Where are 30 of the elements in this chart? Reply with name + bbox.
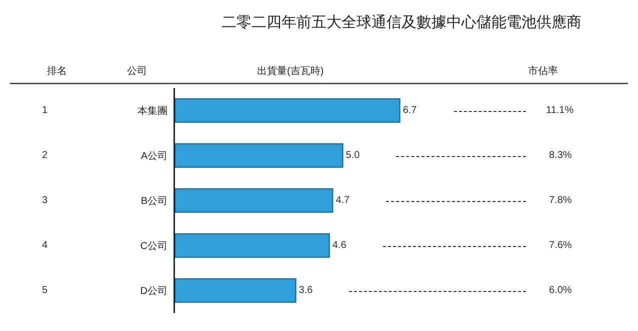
bar — [175, 98, 400, 123]
text: 3 — [42, 195, 48, 206]
y-tick-label: B公司 — [140, 195, 168, 207]
text: 1 — [42, 105, 48, 116]
annotation: 6.0% — [549, 285, 572, 296]
chart-title: 二零二四年前五大全球通信及數據中心儲能電池供應商 — [222, 14, 582, 32]
x-axis-title: 出貨量(吉瓦時) — [257, 65, 324, 77]
data-label: 4.7 — [336, 195, 350, 206]
text: 市佔率 — [528, 65, 558, 77]
bar — [175, 143, 344, 168]
y-tick-label: 本集團 — [138, 105, 168, 117]
y-axis-title: 公司 — [127, 65, 147, 77]
annotation: 7.8% — [549, 195, 572, 206]
y-tick-label: A公司 — [140, 150, 168, 162]
data-label: 3.6 — [298, 285, 314, 296]
bar — [175, 233, 330, 258]
text: 5 — [42, 285, 48, 296]
bar — [175, 188, 334, 213]
data-label: 4.6 — [332, 240, 347, 251]
annotation: 8.3% — [549, 150, 572, 161]
text: 2 — [42, 150, 48, 161]
annotation: 11.1% — [546, 105, 574, 116]
y-tick-label: C公司 — [140, 240, 168, 252]
data-label: 6.7 — [402, 105, 418, 116]
bar — [175, 278, 296, 303]
y-tick-label: D公司 — [140, 285, 168, 297]
text: 排名 — [47, 65, 67, 77]
text: 4 — [42, 240, 48, 251]
annotation: 7.6% — [549, 240, 572, 251]
data-label: 5.0 — [346, 150, 360, 161]
